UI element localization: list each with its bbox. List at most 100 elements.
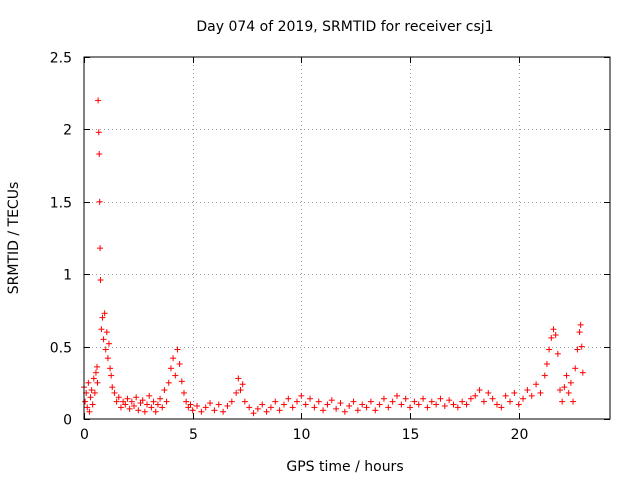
data-point [154,401,161,408]
data-point [428,398,435,405]
data-point [144,401,151,408]
data-point [165,379,172,386]
data-point [476,387,483,394]
data-point [88,387,95,394]
data-point [407,404,414,411]
data-point [346,402,353,409]
data-point [533,381,540,388]
data-point [385,404,392,411]
data-point [176,360,183,367]
data-point [472,392,479,399]
data-point [311,404,318,411]
y-axis-label: SRMTID / TECUs [6,182,22,295]
data-point [577,321,584,328]
data-point [263,408,270,415]
data-point [96,198,103,205]
data-point [285,395,292,402]
y-tick-label: 1 [63,268,72,284]
data-point [202,404,209,411]
data-point [235,375,242,382]
data-point [172,372,179,379]
data-point [211,407,218,414]
data-point [237,387,244,394]
data-point [220,408,227,415]
data-point [150,398,157,405]
data-point [398,401,405,408]
data-point [276,407,283,414]
data-point [574,346,581,353]
data-point [543,360,550,367]
data-point [95,129,102,136]
data-point [99,314,106,321]
data-point [359,401,366,408]
data-point [91,389,98,396]
y-tick-label: 1.5 [50,196,72,212]
data-point [498,404,505,411]
data-point [92,369,99,376]
data-point [239,381,246,388]
data-point [333,405,340,412]
data-point [180,389,187,396]
data-point [94,379,101,386]
data-point [480,398,487,405]
data-point [107,365,114,372]
data-point [485,389,492,396]
data-point [424,404,431,411]
data-point [515,401,522,408]
data-point [126,405,133,412]
data-point [341,408,348,415]
data-point [446,397,453,404]
data-point [367,398,374,405]
data-point [241,398,248,405]
data-point [97,276,104,283]
data-point [450,401,457,408]
data-point [207,400,214,407]
data-point [108,372,115,379]
data-point [189,407,196,414]
data-point [541,372,548,379]
data-point [389,398,396,405]
data-point [557,387,564,394]
data-point [103,329,110,336]
data-point [113,398,120,405]
data-point [267,404,274,411]
data-point [572,365,579,372]
data-point [170,355,177,362]
data-point [102,346,109,353]
data-point [320,407,327,414]
plot-frame [83,56,611,420]
data-point [459,398,466,405]
data-point [124,395,131,402]
data-point [454,404,461,411]
data-point [115,394,122,401]
data-point [90,375,97,382]
data-point [570,398,577,405]
data-point [393,392,400,399]
data-point [567,379,574,386]
data-point [502,392,509,399]
data-point [511,389,518,396]
data-point [187,401,194,408]
data-point [224,402,231,409]
data-point [111,389,118,396]
data-point [546,346,553,353]
data-point [250,410,257,417]
data-point [380,395,387,402]
grid [84,57,610,419]
data-point [97,245,104,252]
data-point [85,379,92,386]
x-tick-label: 5 [189,427,198,443]
data-point [433,401,440,408]
data-point [246,404,253,411]
data-point [415,401,422,408]
data-point [463,401,470,408]
data-point [86,408,93,415]
data-point [354,407,361,414]
x-tick-label: 10 [293,427,311,443]
data-point [130,402,137,409]
data-points [81,97,586,417]
data-point [194,402,201,409]
data-point [82,398,89,405]
data-point [183,398,190,405]
data-point [272,398,279,405]
